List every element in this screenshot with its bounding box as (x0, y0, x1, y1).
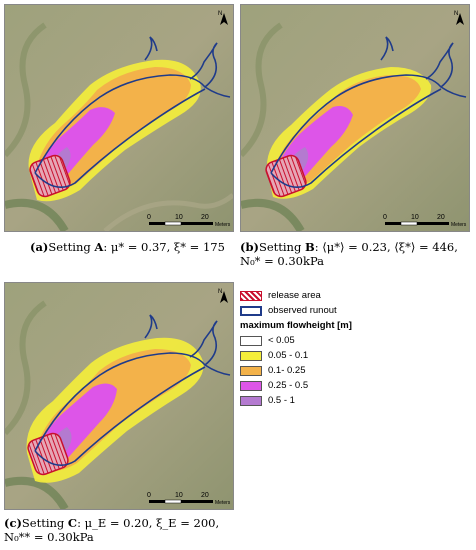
caption-c: (c)Setting C: μ_E = 0.20, ξ_E = 200, N₀*… (4, 516, 240, 544)
caption-letter: A (94, 240, 104, 254)
class-swatch-icon (240, 395, 262, 406)
release-area (265, 154, 307, 198)
scale-unit: Meters (215, 222, 231, 228)
caption-letter: C (67, 516, 78, 530)
scale-tick-10: 10 (411, 214, 419, 221)
scale-bar: 0 10 20 Meters (147, 492, 231, 506)
runout-swatch-icon (240, 305, 262, 316)
legend-label: observed runout (268, 305, 337, 316)
scale-tick-20: 20 (437, 214, 445, 221)
scale-tick-20: 20 (201, 214, 209, 221)
caption-letter: B (304, 240, 315, 254)
legend-item-runout: observed runout (240, 303, 470, 318)
legend-item-class: 0.1- 0.25 (240, 363, 470, 378)
scale-tick-0: 0 (383, 214, 387, 221)
map-a-svg: N 0 10 20 Meters (5, 5, 233, 231)
class-swatch-icon (240, 335, 262, 346)
release-swatch-icon (240, 290, 262, 301)
legend-label: release area (268, 290, 321, 301)
class-swatch-icon (240, 350, 262, 361)
caption-a: (a)Setting A: μ* = 0.37, ξ* = 175 (30, 240, 230, 254)
caption-text: : ⟨μ*⟩ = 0.23, ⟨ξ*⟩ = 446, N₀* = 0.30kPa (240, 240, 458, 268)
legend-item-class: 0.05 - 0.1 (240, 348, 470, 363)
legend-label: < 0.05 (268, 335, 295, 346)
scale-unit: Meters (215, 500, 231, 506)
north-arrow-icon: N (218, 11, 228, 25)
legend-label: 0.1- 0.25 (268, 365, 306, 376)
legend-item-class: 0.25 - 0.5 (240, 378, 470, 393)
caption-text: : μ_E = 0.20, ξ_E = 200, N₀** = 0.30kPa (4, 516, 220, 544)
svg-text:N: N (218, 11, 222, 17)
caption-setting: Setting (258, 240, 305, 254)
observed-runout (34, 320, 231, 467)
legend-classes: < 0.05 0.05 - 0.1 0.1- 0.25 0.25 - 0.5 0.5 -… (240, 333, 470, 408)
legend-item-class: 0.5 - 1 (240, 393, 470, 408)
legend-label: 0.05 - 0.1 (268, 350, 309, 361)
scale-bar: 0 10 20 Meters (147, 214, 231, 228)
scale-tick-10: 10 (175, 214, 183, 221)
observed-runout (270, 42, 467, 189)
legend-label: 0.5 - 1 (268, 395, 295, 406)
caption-setting: Setting (21, 516, 68, 530)
caption-b: (b)Setting B: ⟨μ*⟩ = 0.23, ⟨ξ*⟩ = 446, N… (240, 240, 472, 268)
class-swatch-icon (240, 365, 262, 376)
svg-text:N: N (218, 289, 222, 295)
release-area (29, 154, 71, 198)
map-c-svg: N 0 10 20 Meters (5, 283, 233, 509)
svg-text:N: N (454, 11, 458, 17)
scale-tick-20: 20 (201, 492, 209, 499)
legend-item-release: release area (240, 288, 470, 303)
map-b-svg: N 0 10 20 Meters (241, 5, 469, 231)
scale-tick-0: 0 (147, 214, 151, 221)
caption-label: (c) (4, 516, 22, 530)
legend-label: 0.25 - 0.5 (268, 380, 309, 391)
scale-unit: Meters (451, 222, 467, 228)
north-arrow-icon: N (218, 289, 228, 303)
class-swatch-icon (240, 380, 262, 391)
map-panel-b: N 0 10 20 Meters (240, 4, 470, 232)
scale-bar: 0 10 20 Meters (383, 214, 467, 228)
observed-runout (34, 42, 231, 189)
legend-item-class: < 0.05 (240, 333, 470, 348)
caption-label: (a) (30, 240, 49, 254)
map-panel-a: N 0 10 20 Meters (4, 4, 234, 232)
north-arrow-icon: N (454, 11, 464, 25)
map-panel-c: N 0 10 20 Meters (4, 282, 234, 510)
caption-label: (b) (240, 240, 259, 254)
legend-title: maximum flowheight [m] (240, 320, 352, 331)
caption-setting: Setting (48, 240, 95, 254)
scale-tick-0: 0 (147, 492, 151, 499)
map-legend: release area observed runout maximum flo… (240, 288, 470, 408)
caption-text: : μ* = 0.37, ξ* = 175 (103, 240, 225, 254)
scale-tick-10: 10 (175, 492, 183, 499)
